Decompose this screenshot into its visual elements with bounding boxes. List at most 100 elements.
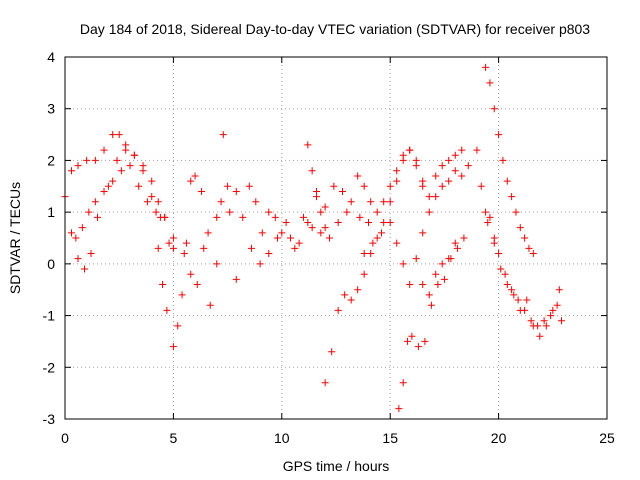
data-point [516,224,524,232]
data-point [273,234,281,242]
data-point [386,218,394,226]
data-point [115,131,123,139]
data-point [360,182,368,190]
data-point [427,301,435,309]
data-point [334,218,342,226]
data-point [451,167,459,175]
data-point [213,213,221,221]
data-point [226,208,234,216]
y-tick-label: -3 [43,411,56,427]
data-point [232,275,240,283]
data-point [404,337,412,345]
data-point [321,203,329,211]
data-point [271,213,279,221]
x-axis-label: GPS time / hours [283,458,390,474]
data-point [406,281,414,289]
y-tick-label: 0 [47,256,55,272]
data-point [503,177,511,185]
data-series [473,146,565,330]
x-tick-label: 25 [599,430,615,446]
data-point [501,270,509,278]
y-tick-label: -1 [43,308,56,324]
data-point [299,213,307,221]
data-point [440,275,448,283]
data-point [178,291,186,299]
data-point [152,208,160,216]
data-point [126,162,134,170]
data-point [527,317,535,325]
data-point [367,198,375,206]
data-point [460,234,468,242]
data-point [100,187,108,195]
data-point [206,301,214,309]
data-point [109,177,117,185]
tick-labels: 0 5 10 15 20 25 -3 -2 -1 0 1 2 3 4 [43,49,615,446]
data-point [117,167,125,175]
data-point [247,244,255,252]
data-point [419,281,427,289]
data-point [419,229,427,237]
data-series [68,146,177,273]
data-series [239,182,373,258]
data-point [291,244,299,252]
data-point [72,234,80,242]
y-tick-label: 3 [47,101,55,117]
data-point [198,187,206,195]
data-point [343,208,351,216]
y-axis-label: SDTVAR / TECUs [7,182,23,294]
data-point [438,182,446,190]
data-point [432,193,440,201]
y-tick-label: 2 [47,152,55,168]
data-point [321,224,329,232]
data-point [490,239,498,247]
data-point [451,239,459,247]
data-point [200,244,208,252]
data-point [104,182,112,190]
chart-title: Day 184 of 2018, Sidereal Day-to-day VTE… [80,21,590,37]
data-series [354,146,466,216]
data-point [161,213,169,221]
data-point [373,234,381,242]
data-point [540,317,548,325]
data-point [187,177,195,185]
axis-ticks [64,56,608,420]
data-point [68,229,76,237]
data-point [523,296,531,304]
data-point [367,250,375,258]
data-point [295,239,303,247]
data-point [393,177,401,185]
data-point [432,270,440,278]
data-point [393,239,401,247]
x-tick-label: 5 [170,430,178,446]
data-point [325,234,333,242]
data-point [508,193,516,201]
data-point [378,229,386,237]
data-series [484,218,563,340]
data-series [180,131,240,309]
data-point [495,250,503,258]
data-point [419,182,427,190]
data-point [432,172,440,180]
data-point [542,322,550,330]
data-point [438,162,446,170]
data-series [419,239,459,299]
data-point [529,322,537,330]
data-point [525,244,533,252]
data-point [514,296,522,304]
data-point [529,250,537,258]
data-point [85,208,93,216]
data-point [339,187,347,195]
data-point [555,286,563,294]
data-point [503,281,511,289]
data-point [434,281,442,289]
data-series [321,146,427,387]
data-point [373,208,381,216]
data-point [91,198,99,206]
data-points [61,63,565,413]
x-tick-label: 20 [491,430,507,446]
data-point [100,146,108,154]
data-point [91,156,99,164]
data-point [312,187,320,195]
data-point [508,286,516,294]
data-point [232,187,240,195]
